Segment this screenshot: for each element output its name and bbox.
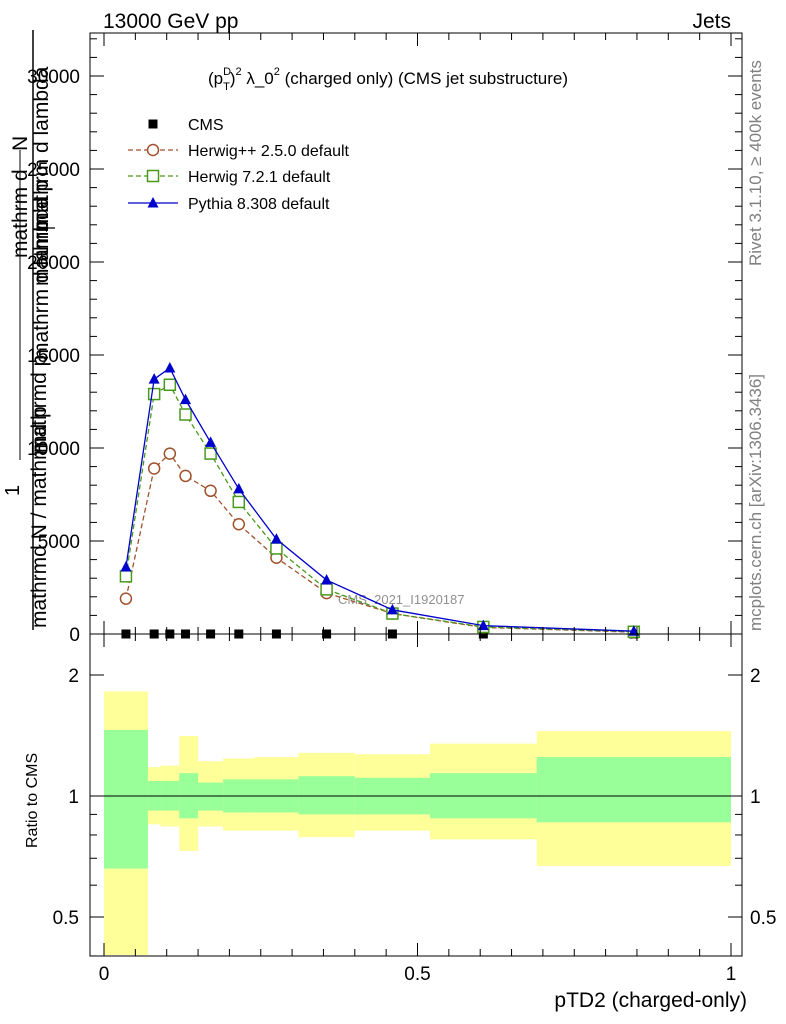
ylabel-one: 1 [2, 485, 24, 496]
pythia-point [386, 603, 398, 615]
ratio-bands [90, 691, 742, 955]
y-tick-label: 5000 [38, 532, 80, 553]
y-tick-label: 20000 [27, 253, 80, 274]
ratio-y-tick-label-left: 2 [68, 666, 79, 687]
x-axis-label: pTD2 (charged-only) [554, 989, 747, 1012]
x-tick-label: 0 [99, 964, 110, 985]
x-tick-label: 0.5 [404, 964, 430, 985]
header-left: 13000 GeV pp [103, 10, 238, 33]
ratio-y-label: Ratio to CMS [24, 753, 41, 848]
herwig7-point [270, 542, 283, 555]
y-tick-label: 25000 [27, 160, 80, 181]
legend-label: Pythia 8.308 default [188, 196, 330, 213]
ylabel-numerator-2: mathrm d p [30, 180, 53, 286]
ylabel-numerator-3: mathrm d lambda [30, 66, 53, 230]
y-tick-label: 10000 [27, 439, 80, 460]
herwig7-point [163, 378, 177, 392]
herwig-pp-point [146, 143, 160, 157]
herwig-pp-point [119, 592, 133, 605]
ratio-y-tick-label-left: 0.5 [53, 908, 79, 929]
pythia-point [148, 373, 160, 384]
herwig-pp-point [147, 462, 161, 475]
herwig-pp-point [179, 469, 192, 483]
herwig7-point [232, 495, 246, 509]
mcplots-label: mcplots.cern.ch [arXiv:1306.3436] [746, 374, 765, 631]
pythia-point [321, 574, 333, 585]
band_inner-bin [298, 776, 355, 815]
herwig7-point [320, 583, 333, 596]
herwig7-point [146, 169, 160, 183]
y-tick-label: 0 [69, 625, 80, 646]
axis-tick-labels: 0 0.5 1 0 5000 10000 15000 20000 25000 30000 0.5 0.… [27, 67, 776, 985]
y-tick-label: 15000 [27, 346, 80, 367]
pythia-point [120, 561, 132, 572]
pythia-point [270, 533, 282, 544]
rivet-label: Rivet 3.1.10, ≥ 400k events [746, 60, 765, 266]
upper-y-label: 1 mathrmd N / mathrmd p mathrm d N mathr… [2, 30, 58, 630]
pythia-point [147, 197, 159, 208]
analysis-watermark: CMS_2021_I1920187 [338, 592, 465, 607]
herwig7-point [204, 447, 217, 460]
ratio-frame [89, 633, 743, 957]
pythia-point [205, 436, 217, 447]
legend-label: Herwig++ 2.5.0 default [188, 143, 350, 160]
pythia-point [233, 482, 245, 494]
ratio-y-tick-label-left: 1 [68, 787, 79, 808]
ylabel-numerator-n: N [9, 136, 32, 151]
herwig-pp-point [163, 447, 177, 460]
herwig-pp-point [204, 484, 217, 498]
ylabel-numerator-3b: mathrm d lambda [30, 196, 53, 360]
band_inner-bin [536, 757, 731, 823]
axis-ticks [90, 33, 742, 957]
ylabel-numerator-t: T [43, 224, 58, 232]
x-tick-label: 1 [726, 964, 737, 985]
band_inner-bin [198, 782, 224, 811]
pythia-point [180, 393, 192, 405]
legend-label: Herwig 7.2.1 default [188, 169, 331, 186]
chart-title: (pD T)2 λ_02 (charged only) (CMS jet subs… [208, 66, 568, 93]
y-tick-label: 30000 [27, 67, 80, 88]
legend-label: CMS [188, 117, 224, 134]
herwig7-point [147, 387, 161, 401]
cms-data-point [148, 119, 158, 129]
ratio-y-tick-label-right: 1 [750, 787, 761, 808]
herwig7-point [119, 570, 133, 583]
herwig-pp-point [232, 518, 246, 531]
herwig7-point [179, 408, 192, 421]
legend: CMS Herwig++ 2.5.0 default Herwig 7.2.1 de… [128, 117, 350, 213]
pythia-point [164, 362, 176, 373]
upper-series [119, 362, 641, 639]
ratio-y-tick-label-right: 0.5 [750, 908, 776, 929]
header-right: Jets [692, 10, 731, 33]
band_inner-bin [104, 729, 148, 869]
ratio-y-tick-label-right: 2 [750, 666, 761, 687]
